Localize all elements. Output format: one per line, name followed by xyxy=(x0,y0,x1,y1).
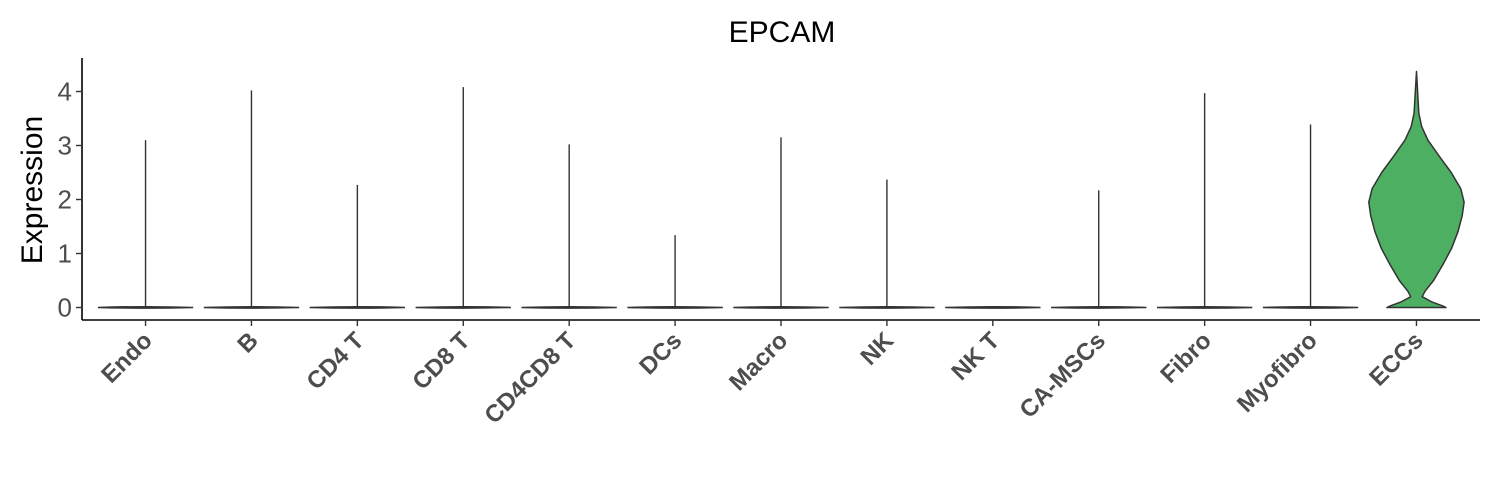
y-axis: 0 1 2 3 4 xyxy=(58,58,83,323)
y-axis-label: Expression xyxy=(16,116,49,264)
violin-ECCs xyxy=(1368,70,1465,309)
x-tick-label: B xyxy=(232,327,263,358)
x-tick-label: CD4 T xyxy=(301,327,369,395)
x-tick-label: DCs xyxy=(634,327,687,380)
y-tick-label: 0 xyxy=(58,293,72,323)
x-tick-label: Myofibro xyxy=(1232,327,1323,418)
x-tick-label: NK xyxy=(856,327,900,371)
x-tick-label: Macro xyxy=(724,327,793,396)
y-tick-label: 1 xyxy=(58,239,72,269)
x-tick-label: NK T xyxy=(946,327,1005,386)
x-tick-label: CD4CD8 T xyxy=(479,327,581,429)
violin-nk-t xyxy=(945,305,1041,309)
x-axis: Endo B CD4 T CD8 T CD4CD8 T DCs Macro NK NK T CA-… xyxy=(82,319,1480,429)
x-tick-label: Fibro xyxy=(1155,327,1217,389)
chart-title: EPCAM xyxy=(729,16,836,49)
violin-group xyxy=(97,70,1465,309)
x-tick-label: CD8 T xyxy=(407,327,475,395)
y-tick-label: 2 xyxy=(58,185,72,215)
x-tick-label: CA-MSCs xyxy=(1015,327,1111,423)
x-tick-label: Endo xyxy=(96,327,158,389)
x-tick-label: ECCs xyxy=(1364,327,1428,391)
y-tick-label: 3 xyxy=(58,131,72,161)
y-tick-label: 4 xyxy=(58,77,72,107)
